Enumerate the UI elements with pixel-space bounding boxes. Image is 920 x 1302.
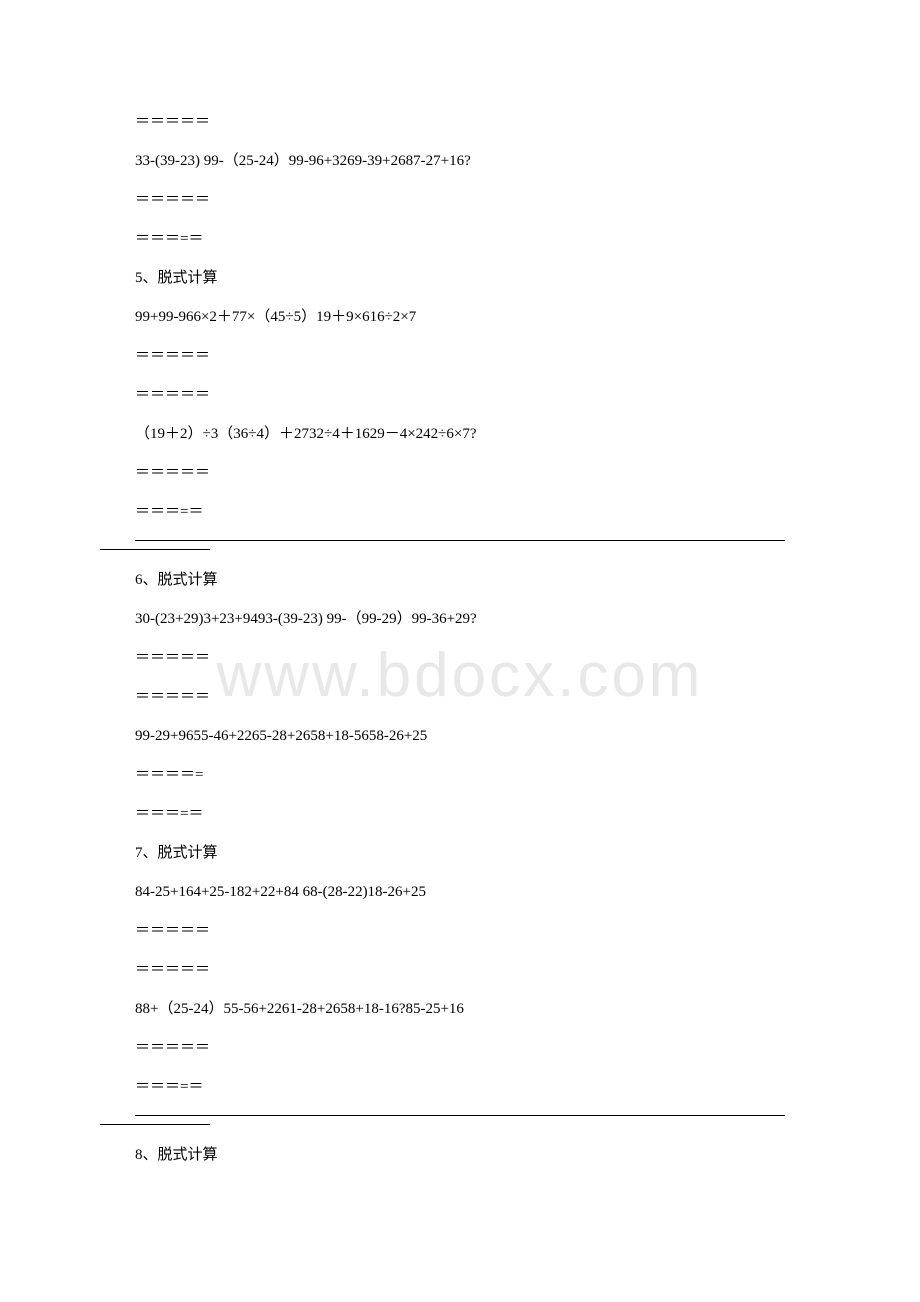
document-content: ＝＝＝＝＝ 33-(39-23) 99-（25-24）99-96+3269-39+… xyxy=(100,110,785,1167)
section-divider-short xyxy=(100,549,210,550)
section-divider-short xyxy=(100,1124,210,1125)
text-line: ＝＝＝=＝ xyxy=(100,802,785,826)
text-line: （19＋2）÷3（36÷4）＋2732÷4＋1629－4×242÷6×7? xyxy=(100,422,785,446)
text-line: ＝＝＝=＝ xyxy=(100,1075,785,1099)
text-line: ＝＝＝＝＝ xyxy=(100,1036,785,1060)
text-line: 33-(39-23) 99-（25-24）99-96+3269-39+2687-… xyxy=(100,149,785,173)
text-line: 8、脱式计算 xyxy=(100,1143,785,1167)
text-line: 84-25+164+25-182+22+84 68-(28-22)18-26+2… xyxy=(100,880,785,904)
text-line: 99-29+9655-46+2265-28+2658+18-5658-26+25 xyxy=(100,724,785,748)
text-line: 88+（25-24）55-56+2261-28+2658+18-16?85-25… xyxy=(100,997,785,1021)
text-line: ＝＝＝＝＝ xyxy=(100,188,785,212)
text-line: ＝＝＝＝＝ xyxy=(100,110,785,134)
text-line: 30-(23+29)3+23+9493-(39-23) 99-（99-29）99… xyxy=(100,607,785,631)
text-line: 7、脱式计算 xyxy=(100,841,785,865)
section-divider xyxy=(135,540,785,541)
text-line: ＝＝＝＝＝ xyxy=(100,461,785,485)
text-line: ＝＝＝＝＝ xyxy=(100,646,785,670)
text-line: ＝＝＝＝＝ xyxy=(100,344,785,368)
text-line: 5、脱式计算 xyxy=(100,266,785,290)
text-line: 6、脱式计算 xyxy=(100,568,785,592)
text-line: ＝＝＝=＝ xyxy=(100,500,785,524)
text-line: ＝＝＝＝= xyxy=(100,763,785,787)
section-divider xyxy=(135,1115,785,1116)
text-line: ＝＝＝＝＝ xyxy=(100,958,785,982)
text-line: ＝＝＝=＝ xyxy=(100,227,785,251)
text-line: ＝＝＝＝＝ xyxy=(100,685,785,709)
text-line: ＝＝＝＝＝ xyxy=(100,919,785,943)
text-line: ＝＝＝＝＝ xyxy=(100,383,785,407)
text-line: 99+99-966×2＋77×（45÷5）19＋9×616÷2×7 xyxy=(100,305,785,329)
